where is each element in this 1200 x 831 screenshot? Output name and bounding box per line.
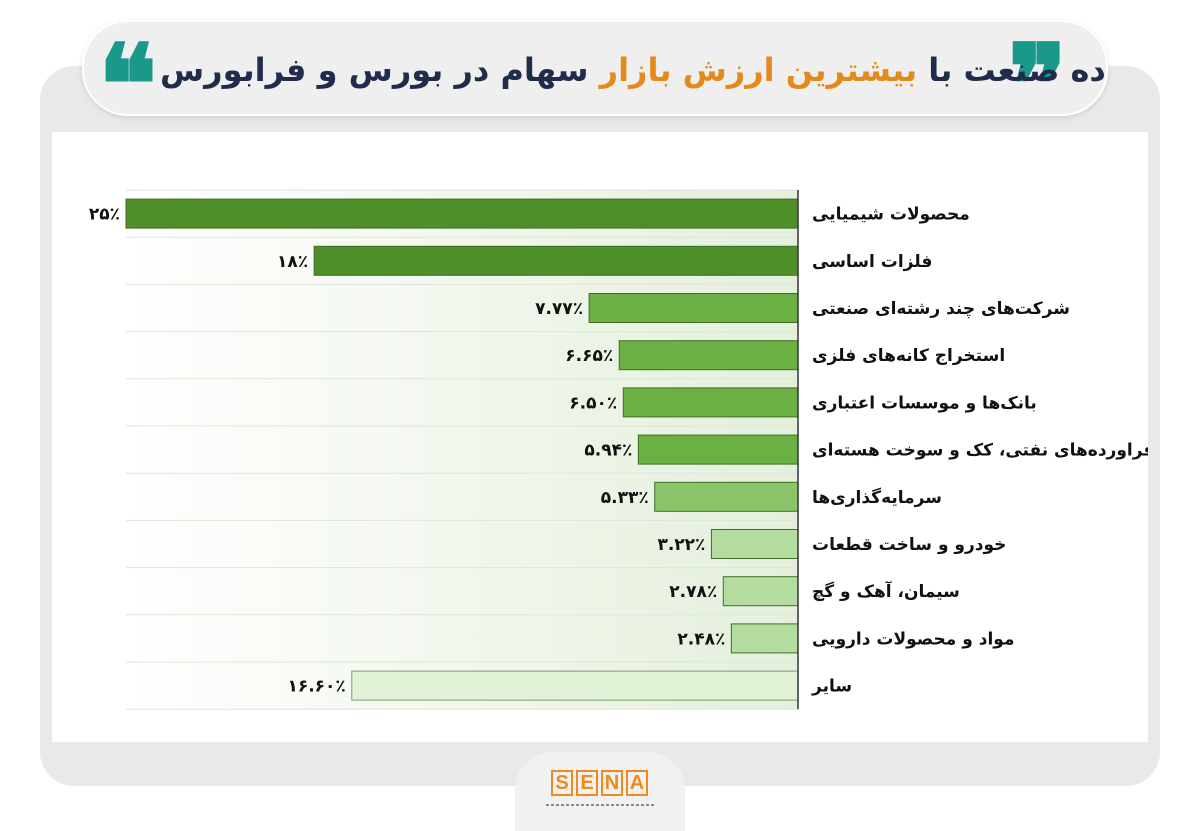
data-label: ۲۵٪ (89, 205, 120, 225)
logo-letter-e: E (576, 770, 598, 796)
bar (313, 245, 799, 276)
logo-letter-a: A (626, 770, 648, 796)
bar (125, 198, 799, 229)
quote-open-icon: ❝ (98, 20, 158, 149)
bar (588, 293, 799, 323)
quote-close-icon: ❞ (1008, 20, 1068, 149)
bar (654, 481, 799, 512)
page-title: ده صنعت با بیشترین ارزش بازار سهام در بو… (160, 44, 1106, 96)
bar (351, 670, 799, 701)
category-label: فلزات اساسی (812, 252, 932, 272)
data-label: ۳.۲۲٪ (657, 535, 705, 555)
category-label: سیمان، آهک و گچ (812, 580, 960, 602)
bar (618, 340, 799, 371)
bar (722, 576, 799, 607)
category-label: خودرو و ساخت قطعات (812, 535, 1006, 555)
data-label: ۵.۳۳٪ (601, 488, 649, 508)
title-part-1: ده صنعت با (928, 51, 1106, 89)
bar (622, 387, 799, 418)
bar (730, 623, 799, 654)
data-label: ۱۸٪ (277, 252, 308, 272)
bar (710, 529, 799, 559)
category-label: محصولات شیمیایی (812, 205, 970, 225)
title-banner (82, 20, 1108, 116)
category-label: مواد و محصولات دارویی (812, 629, 1014, 649)
category-label: فراورده‌های نفتی، کک و سوخت هسته‌ای (812, 441, 1148, 461)
sena-logo: S E N A (551, 770, 648, 796)
title-part-2: سهام در بورس و فرابورس (160, 51, 589, 89)
bar (637, 434, 799, 465)
data-label: ۶.۶۵٪ (565, 346, 613, 366)
logo-letter-n: N (601, 770, 623, 796)
category-label: استخراج کانه‌های فلزی (812, 346, 1005, 366)
bar-chart: ۲۵٪ محصولات شیمیایی ۱۸٪ فلزات اساسی ۷.۷۷٪ شرک… (89, 189, 1148, 710)
logo-tagline-graphic (546, 804, 654, 806)
title-accent: بیشترین ارزش بازار (599, 51, 918, 89)
data-label: ۷.۷۷٪ (535, 299, 583, 319)
logo-letter-s: S (551, 770, 573, 796)
category-label: بانک‌ها و موسسات اعتباری (812, 393, 1037, 413)
category-label: سرمایه‌گذاری‌ها (812, 487, 942, 508)
category-label: سایر (811, 677, 852, 697)
chart-panel: ۲۵٪ محصولات شیمیایی ۱۸٪ فلزات اساسی ۷.۷۷٪ شرک… (52, 132, 1148, 742)
data-label: ۲.۴۸٪ (677, 629, 725, 649)
data-label: ۱۶.۶۰٪ (287, 677, 345, 697)
logo-tab (515, 752, 685, 831)
data-label: ۶.۵۰٪ (569, 393, 617, 413)
category-label: شرکت‌های چند رشته‌ای صنعتی (812, 299, 1070, 319)
data-label: ۵.۹۴٪ (584, 441, 632, 461)
data-label: ۲.۷۸٪ (669, 582, 717, 602)
